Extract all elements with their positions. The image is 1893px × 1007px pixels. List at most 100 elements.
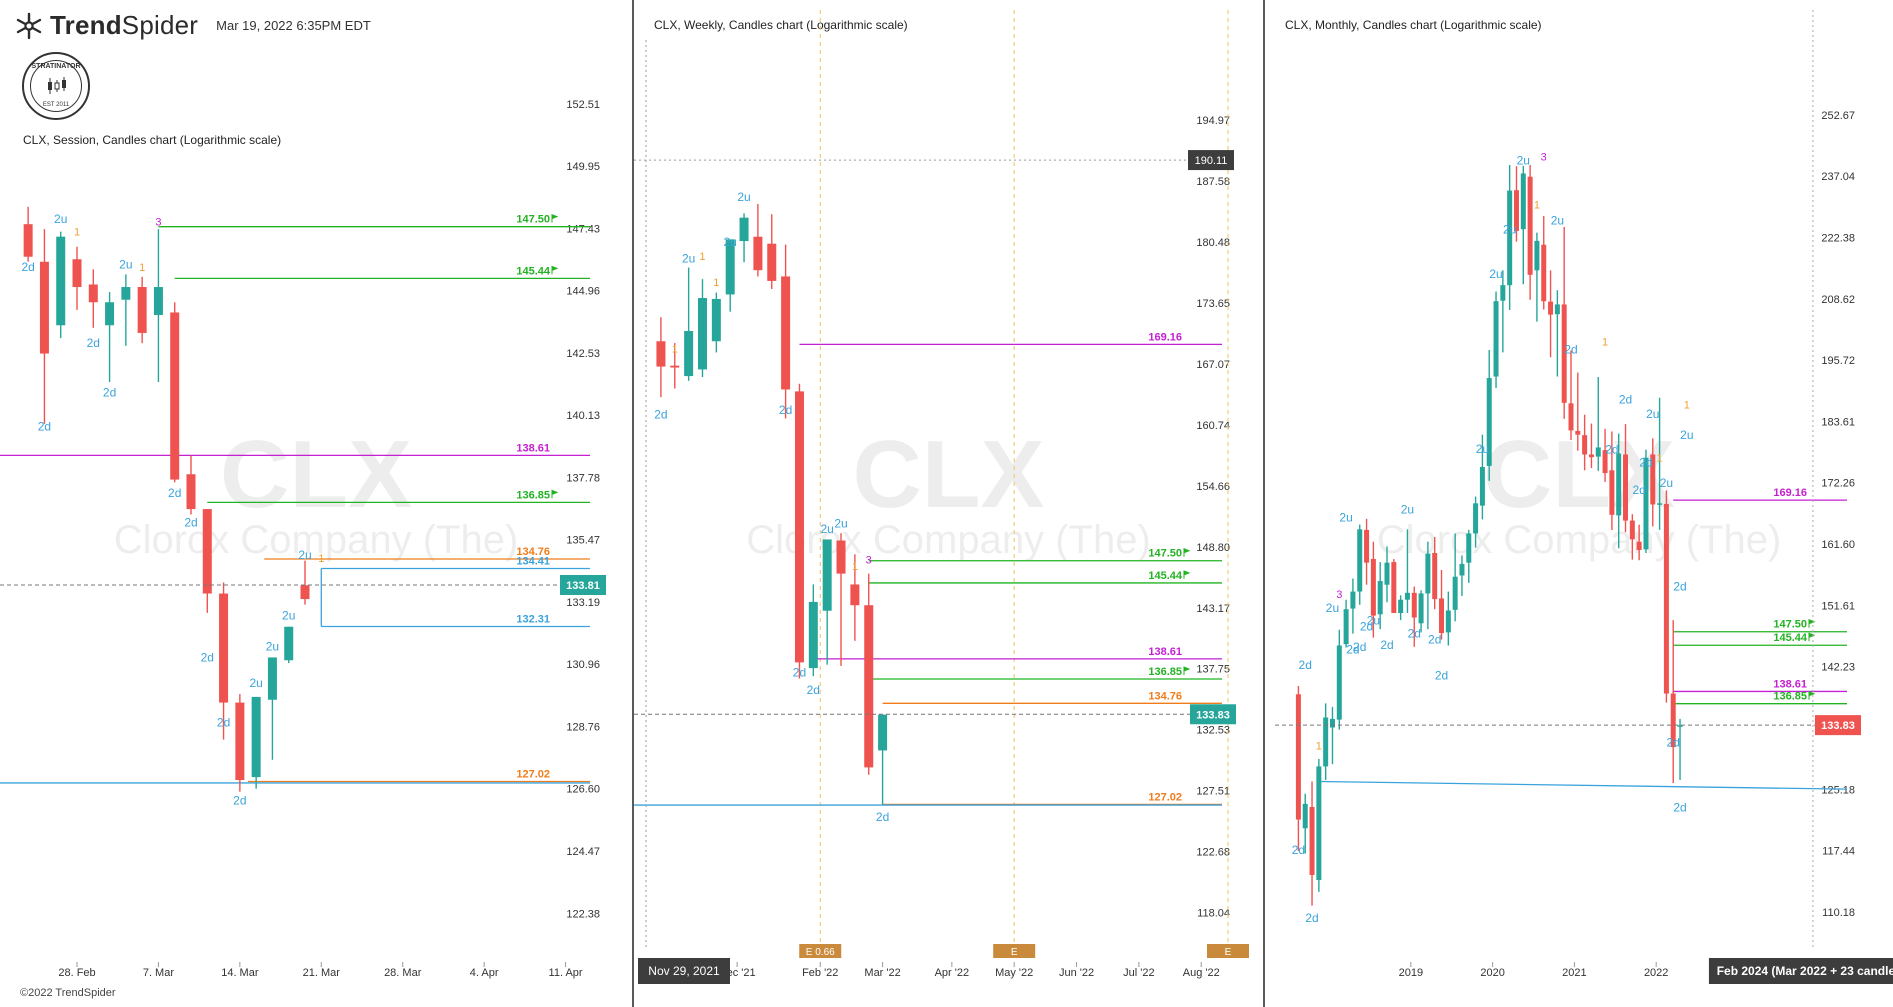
level-label: 169.16 xyxy=(1148,331,1182,343)
strat-label: 2d xyxy=(1346,642,1359,656)
candle-body xyxy=(1527,176,1533,275)
strat-label: 2u xyxy=(682,252,695,266)
level-label: 147.50 xyxy=(1773,619,1807,631)
level-label: 136.85 xyxy=(516,489,550,501)
candle-body xyxy=(300,585,310,600)
strat-label: 1 xyxy=(699,251,705,263)
candle-body xyxy=(153,287,163,316)
candles-icon xyxy=(48,77,66,94)
y-tick-label: 127.51 xyxy=(1196,786,1230,798)
candle-body xyxy=(1561,304,1567,403)
session-chart-panel[interactable]: TrendSpider Mar 19, 2022 6:35PM EDT STRA… xyxy=(0,0,632,1007)
last-price-badge xyxy=(560,574,606,595)
level-label: 136.85 xyxy=(1773,691,1807,703)
y-tick-label: 128.76 xyxy=(566,722,600,734)
strat-label: 1 xyxy=(74,227,80,239)
strat-label: 2u xyxy=(820,522,833,536)
candle-body xyxy=(267,657,277,700)
candle-body xyxy=(1370,559,1376,616)
strat-label: 2d xyxy=(1408,627,1421,641)
strat-label: 1 xyxy=(1534,200,1540,212)
candle-body xyxy=(1657,503,1663,505)
flag-icon xyxy=(551,489,559,499)
candle-body xyxy=(711,298,721,342)
strat-label: 2d xyxy=(1428,633,1441,647)
candle-body xyxy=(1357,529,1363,592)
candle-body xyxy=(1486,378,1492,466)
level-label: 134.41 xyxy=(516,556,550,568)
y-tick-label: 148.80 xyxy=(1196,542,1230,554)
strat-label: 2u xyxy=(266,639,279,653)
candle-body xyxy=(56,236,66,326)
candle-body xyxy=(739,217,749,242)
candle-body xyxy=(1582,435,1588,455)
strat-label: 2d xyxy=(807,683,820,697)
strat-label: 2u xyxy=(1680,428,1693,442)
candle-body xyxy=(1473,503,1479,534)
y-tick-label: 122.68 xyxy=(1196,847,1230,859)
candle-body xyxy=(121,287,131,300)
strat-label: 2d xyxy=(103,385,116,399)
strat-label: 2u xyxy=(1489,267,1502,281)
strat-label: 2u xyxy=(1660,476,1673,490)
y-tick-label: 252.67 xyxy=(1821,110,1855,122)
weekly-chart-panel[interactable]: CLX, Weekly, Candles chart (Logarithmic … xyxy=(634,0,1263,1007)
level-label: 145.44 xyxy=(516,265,551,277)
event-badge xyxy=(1207,944,1249,958)
strat-label: 3 xyxy=(866,555,872,567)
y-tick-label: 133.19 xyxy=(566,597,600,609)
flag-icon xyxy=(1183,547,1191,557)
strat-label: 1 xyxy=(318,553,324,565)
candle-body xyxy=(1520,173,1526,230)
x-tick-label: 28. Feb xyxy=(58,967,95,979)
weekly-candles-chart[interactable]: 194.97 187.58 180.48 173.65 167.07 160.74 154.… xyxy=(634,0,1263,1007)
candle-body xyxy=(1534,240,1540,271)
candle-body xyxy=(1466,533,1472,563)
strat-label: 2u xyxy=(249,676,262,690)
candle-body xyxy=(1513,190,1519,231)
candle-body xyxy=(39,261,49,354)
candle-body xyxy=(1602,450,1608,474)
y-tick-label: 117.44 xyxy=(1822,846,1855,858)
y-tick-label: 222.38 xyxy=(1821,232,1855,244)
strat-label: 2u xyxy=(737,190,750,204)
candle-body xyxy=(1452,576,1458,610)
candle-body xyxy=(1391,562,1397,614)
session-candles-chart[interactable]: 152.51149.95147.43144.96142.53140.13137.… xyxy=(0,0,632,1007)
strat-label: 2d xyxy=(1292,843,1305,857)
candle-body xyxy=(725,239,735,295)
y-tick-label: 130.96 xyxy=(566,659,600,671)
y-tick-label: 122.38 xyxy=(566,908,600,920)
candle-body xyxy=(767,243,777,281)
x-tick-label: Jul '22 xyxy=(1123,967,1154,979)
strat-label: 2u xyxy=(54,212,67,226)
candle-body xyxy=(1609,470,1615,515)
monthly-chart-panel[interactable]: CLX, Monthly, Candles chart (Logarithmic… xyxy=(1265,0,1893,1007)
candle-body xyxy=(1663,503,1669,694)
crosshair-date-badge xyxy=(1708,958,1893,984)
candle-body xyxy=(808,601,818,669)
brand-name: TrendSpider xyxy=(50,10,199,40)
crosshair-date-label: Feb 2024 (Mar 2022 + 23 candles). xyxy=(1717,964,1893,978)
candle-body xyxy=(170,312,180,480)
crosshair-date-label: Nov 29, 2021 xyxy=(648,964,720,978)
x-tick-label: Aug '22 xyxy=(1183,967,1220,979)
x-tick-label: 28. Mar xyxy=(384,967,422,979)
monthly-candles-chart[interactable]: 252.67 237.04 222.38 208.62 195.72 183.61 172.… xyxy=(1265,0,1893,1007)
strat-label: 2u xyxy=(1326,601,1339,615)
candle-body xyxy=(781,276,791,390)
panel-divider xyxy=(632,0,634,1007)
y-tick-label: 172.26 xyxy=(1821,478,1855,490)
candle-body xyxy=(284,626,294,661)
strat-label: 1 xyxy=(1657,453,1663,465)
candle-body xyxy=(1350,591,1356,609)
y-tick-label: 183.61 xyxy=(1821,416,1855,428)
strat-label: 2d xyxy=(201,650,214,664)
crosshair-price-label: 190.11 xyxy=(1195,155,1228,167)
candle-body xyxy=(1588,454,1594,458)
strat-label: 3 xyxy=(1336,589,1342,601)
candle-body xyxy=(850,584,860,606)
level-label: 147.50 xyxy=(516,214,550,226)
x-tick-label: 7. Mar xyxy=(143,967,175,979)
strat-label: 3 xyxy=(155,217,161,229)
